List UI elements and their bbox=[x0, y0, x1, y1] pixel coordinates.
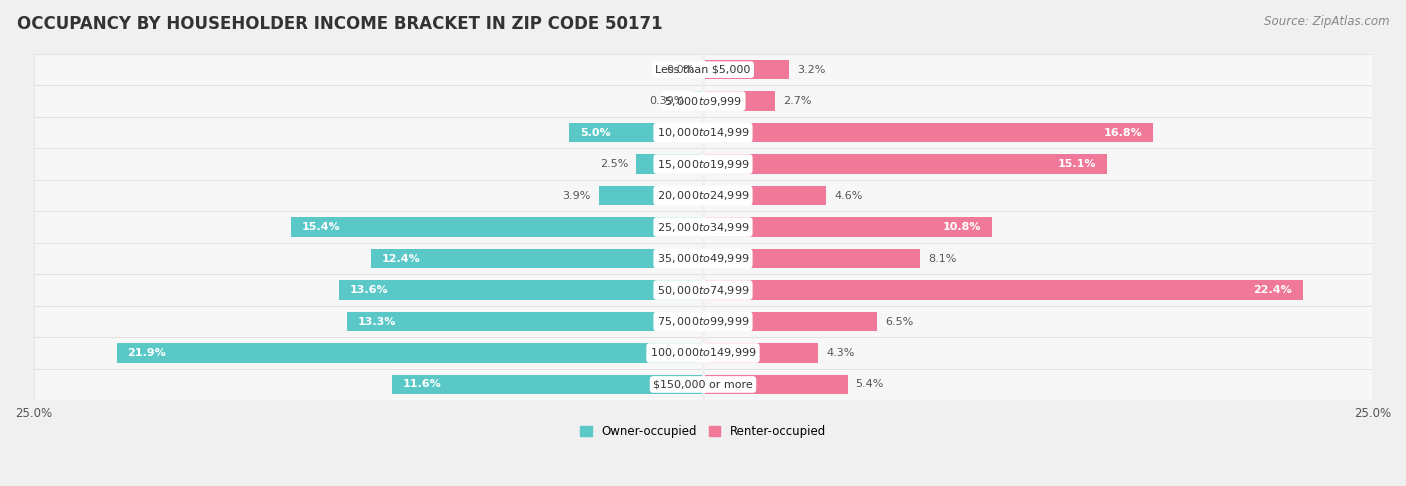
Text: 21.9%: 21.9% bbox=[128, 348, 166, 358]
Text: 10.8%: 10.8% bbox=[943, 222, 981, 232]
FancyBboxPatch shape bbox=[34, 180, 1372, 211]
Text: 15.4%: 15.4% bbox=[301, 222, 340, 232]
Text: $35,000 to $49,999: $35,000 to $49,999 bbox=[657, 252, 749, 265]
FancyBboxPatch shape bbox=[34, 148, 1372, 180]
Text: 8.1%: 8.1% bbox=[928, 254, 956, 263]
Text: $10,000 to $14,999: $10,000 to $14,999 bbox=[657, 126, 749, 139]
Bar bbox=[703, 312, 877, 331]
Bar bbox=[703, 186, 827, 205]
Bar bbox=[703, 343, 818, 363]
Text: 3.2%: 3.2% bbox=[797, 65, 825, 75]
Bar bbox=[703, 375, 848, 394]
FancyBboxPatch shape bbox=[34, 117, 1372, 148]
Text: 2.7%: 2.7% bbox=[783, 96, 811, 106]
Text: $75,000 to $99,999: $75,000 to $99,999 bbox=[657, 315, 749, 328]
Bar bbox=[636, 155, 703, 174]
Bar bbox=[703, 155, 1108, 174]
Bar bbox=[703, 217, 993, 237]
Text: 5.4%: 5.4% bbox=[856, 380, 884, 389]
Text: 12.4%: 12.4% bbox=[381, 254, 420, 263]
Text: 11.6%: 11.6% bbox=[404, 380, 441, 389]
Text: Less than $5,000: Less than $5,000 bbox=[655, 65, 751, 75]
Text: 15.1%: 15.1% bbox=[1059, 159, 1097, 169]
FancyBboxPatch shape bbox=[34, 54, 1372, 86]
FancyBboxPatch shape bbox=[34, 86, 1372, 117]
Text: 13.3%: 13.3% bbox=[357, 316, 396, 327]
Bar bbox=[693, 91, 703, 111]
Text: 0.0%: 0.0% bbox=[666, 65, 695, 75]
FancyBboxPatch shape bbox=[34, 243, 1372, 274]
Legend: Owner-occupied, Renter-occupied: Owner-occupied, Renter-occupied bbox=[575, 420, 831, 443]
Text: 22.4%: 22.4% bbox=[1253, 285, 1292, 295]
Text: $15,000 to $19,999: $15,000 to $19,999 bbox=[657, 157, 749, 171]
Text: $25,000 to $34,999: $25,000 to $34,999 bbox=[657, 221, 749, 234]
Text: 6.5%: 6.5% bbox=[886, 316, 914, 327]
Text: Source: ZipAtlas.com: Source: ZipAtlas.com bbox=[1264, 15, 1389, 28]
Bar bbox=[339, 280, 703, 300]
Bar bbox=[347, 312, 703, 331]
Text: $150,000 or more: $150,000 or more bbox=[654, 380, 752, 389]
Text: $100,000 to $149,999: $100,000 to $149,999 bbox=[650, 347, 756, 360]
Bar bbox=[703, 280, 1303, 300]
Text: OCCUPANCY BY HOUSEHOLDER INCOME BRACKET IN ZIP CODE 50171: OCCUPANCY BY HOUSEHOLDER INCOME BRACKET … bbox=[17, 15, 662, 33]
Text: 16.8%: 16.8% bbox=[1104, 128, 1142, 138]
Bar bbox=[599, 186, 703, 205]
Bar bbox=[703, 123, 1153, 142]
FancyBboxPatch shape bbox=[34, 211, 1372, 243]
Text: 2.5%: 2.5% bbox=[599, 159, 628, 169]
FancyBboxPatch shape bbox=[34, 369, 1372, 400]
Bar bbox=[291, 217, 703, 237]
Text: $50,000 to $74,999: $50,000 to $74,999 bbox=[657, 283, 749, 296]
Bar bbox=[117, 343, 703, 363]
Text: 13.6%: 13.6% bbox=[350, 285, 388, 295]
Text: 0.39%: 0.39% bbox=[650, 96, 685, 106]
Text: 5.0%: 5.0% bbox=[579, 128, 610, 138]
Text: 4.3%: 4.3% bbox=[827, 348, 855, 358]
FancyBboxPatch shape bbox=[34, 274, 1372, 306]
Bar bbox=[569, 123, 703, 142]
FancyBboxPatch shape bbox=[34, 306, 1372, 337]
Bar bbox=[703, 249, 920, 268]
FancyBboxPatch shape bbox=[34, 337, 1372, 369]
Bar bbox=[392, 375, 703, 394]
Bar bbox=[703, 91, 775, 111]
Bar bbox=[371, 249, 703, 268]
Text: 3.9%: 3.9% bbox=[562, 191, 591, 201]
Bar bbox=[703, 60, 789, 79]
Text: $20,000 to $24,999: $20,000 to $24,999 bbox=[657, 189, 749, 202]
Text: 4.6%: 4.6% bbox=[834, 191, 863, 201]
Text: $5,000 to $9,999: $5,000 to $9,999 bbox=[664, 95, 742, 107]
